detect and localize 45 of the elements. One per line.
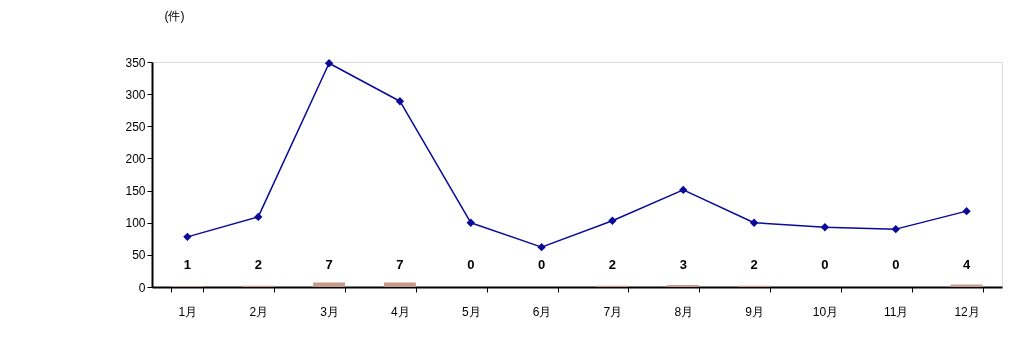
data-label: 0 — [892, 257, 900, 272]
x-tick-label: 4月 — [391, 304, 410, 319]
data-label: 2 — [750, 257, 758, 272]
y-tick-label: 150 — [125, 184, 146, 199]
data-label: 2 — [254, 257, 262, 272]
x-tick-label: 11月 — [884, 304, 909, 319]
y-tick-label: 250 — [125, 119, 146, 134]
data-label: 3 — [679, 257, 687, 272]
point — [820, 223, 830, 232]
y-tick-label: 100 — [125, 216, 146, 231]
x-tick-label: 1月 — [178, 304, 198, 319]
data-label: 0 — [537, 257, 546, 272]
data-label: 0 — [821, 257, 829, 272]
y-tick-label: 300 — [125, 87, 146, 102]
point — [395, 97, 405, 106]
data-label: 7 — [325, 257, 333, 272]
x-tick-label: 12月 — [954, 304, 980, 319]
point — [608, 216, 617, 225]
x-tick-label: 7月 — [603, 304, 623, 319]
x-tick-label: 2月 — [249, 304, 269, 319]
y-tick-label: 200 — [125, 151, 146, 166]
y-tick-label: 350 — [125, 55, 146, 70]
y-axis-title: (件) — [164, 8, 185, 23]
x-tick-label: 9月 — [745, 304, 764, 319]
y-tick-label: 50 — [132, 248, 146, 263]
x-tick-label: 10月 — [812, 304, 839, 319]
point — [962, 206, 971, 216]
data-label: 1 — [183, 257, 192, 272]
point — [749, 218, 759, 227]
data-label: 4 — [962, 257, 971, 272]
x-tick-label: 3月 — [320, 304, 339, 319]
point — [537, 242, 546, 252]
x-tick-label: 8月 — [674, 304, 694, 319]
data-label: 2 — [608, 257, 617, 272]
point — [679, 185, 688, 195]
x-tick-label: 5月 — [461, 304, 481, 319]
point — [324, 59, 334, 68]
x-tick-label: 6月 — [532, 304, 552, 319]
point — [254, 212, 263, 222]
point — [183, 232, 192, 242]
point — [891, 224, 900, 234]
data-label: 0 — [467, 257, 475, 272]
y-tick-label: 0 — [138, 280, 146, 295]
data-label: 7 — [396, 257, 404, 272]
point — [466, 218, 475, 227]
